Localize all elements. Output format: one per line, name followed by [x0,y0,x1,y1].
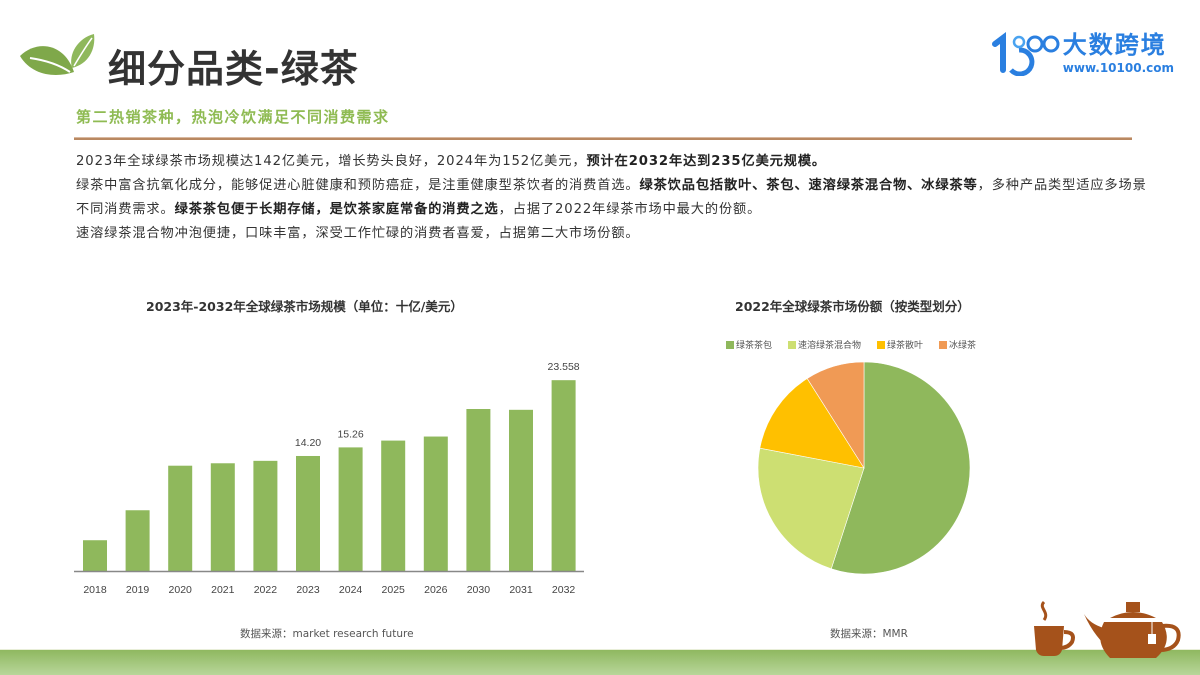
x-tick-label: 2026 [424,584,448,596]
brand-url: www.10100.com [1062,61,1174,75]
para-line-3: 速溶绿茶混合物冲泡便捷，口味丰富，深受工作忙碌的消费者喜爱，占据第二大市场份额。 [76,226,640,241]
pie-slice [830,361,971,575]
x-tick-label: 2022 [254,584,278,596]
pie-slice [759,378,865,469]
footer-band [0,649,1200,675]
divider [74,137,1132,140]
data-label: 23.558 [548,361,580,373]
bar-chart: 2018 2019 2020 2021 2022 2023 14.20 2024 15.26 20… [74,340,584,600]
legend-label: 绿茶茶包 [736,341,773,351]
x-tick-label: 2023 [296,584,320,596]
x-tick-label: 2031 [509,584,533,596]
legend-label: 冰绿茶 [949,341,977,351]
bar-2018 [83,540,107,571]
legend-label: 绿茶散叶 [887,341,924,351]
legend-item: 速溶绿茶混合物 [788,338,861,351]
legend-swatch [939,340,948,349]
section-subtitle: 第二热销茶种，热泡冷饮满足不同消费需求 [76,108,390,126]
pie-chart [757,361,971,575]
bar-2025 [381,440,406,571]
brand-logo: 大数跨境 www.10100.com [989,30,1174,76]
data-label: 15.26 [337,428,363,440]
bar-2022 [253,460,278,571]
data-label: 14.20 [295,437,321,449]
bar-chart-canvas: 2018 2019 2020 2021 2022 2023 14.20 2024 15.26 20… [74,361,584,596]
x-tick-label: 2030 [467,584,491,596]
legend-swatch [877,340,886,349]
legend-swatch [788,340,797,349]
bar-2021 [210,463,235,571]
bar-2023 [296,455,320,571]
leaf-icon [20,34,95,75]
bar-2032 [551,380,576,571]
pie-slice [757,447,865,570]
x-tick-label: 2018 [83,584,107,596]
pie-chart-title: 2022年全球绿茶市场份额（按类型划分） [735,299,970,314]
pie-legend: 绿茶茶包 速溶绿茶混合物 绿茶散叶 冰绿茶 [726,338,976,351]
bar-2024 [338,447,363,571]
legend-item: 绿茶茶包 [726,338,772,351]
legend-swatch [726,340,734,349]
description-paragraph: 2023年全球绿茶市场规模达142亿美元，增长势头良好，2024年为152亿美元… [76,150,1156,246]
bar-chart-source: 数据来源：market research future [240,628,414,640]
page-title: 细分品类-绿茶 [108,47,359,91]
x-tick-label: 2020 [169,584,193,596]
pie-slice [806,361,865,470]
bar-2019 [125,510,150,571]
10100-logo-icon [991,32,1060,76]
para-line-2: 绿茶中富含抗氧化成分，能够促进心脏健康和预防癌症，是注重健康型茶饮者的消费首选。… [76,178,1147,217]
bar-2030 [466,409,491,571]
legend-item: 绿茶散叶 [877,338,923,351]
bar-2026 [423,436,448,571]
teapot-and-cup-icon [1034,600,1181,658]
x-tick-label: 2024 [339,584,363,596]
x-tick-label: 2032 [552,584,576,596]
x-tick-label: 2025 [382,584,406,596]
brand-name: 大数跨境 [1062,31,1167,59]
x-tick-label: 2019 [126,584,150,596]
para-line-1: 2023年全球绿茶市场规模达142亿美元，增长势头良好，2024年为152亿美元… [76,154,827,169]
legend-label: 速溶绿茶混合物 [798,341,862,351]
legend-item: 冰绿茶 [939,338,976,351]
bar-chart-title: 2023年-2032年全球绿茶市场规模（单位：十亿/美元） [146,299,463,314]
pie-chart-source: 数据来源：MMR [830,628,908,640]
x-tick-label: 2021 [211,584,235,596]
bar-2020 [168,465,193,571]
bar-2031 [509,409,533,571]
